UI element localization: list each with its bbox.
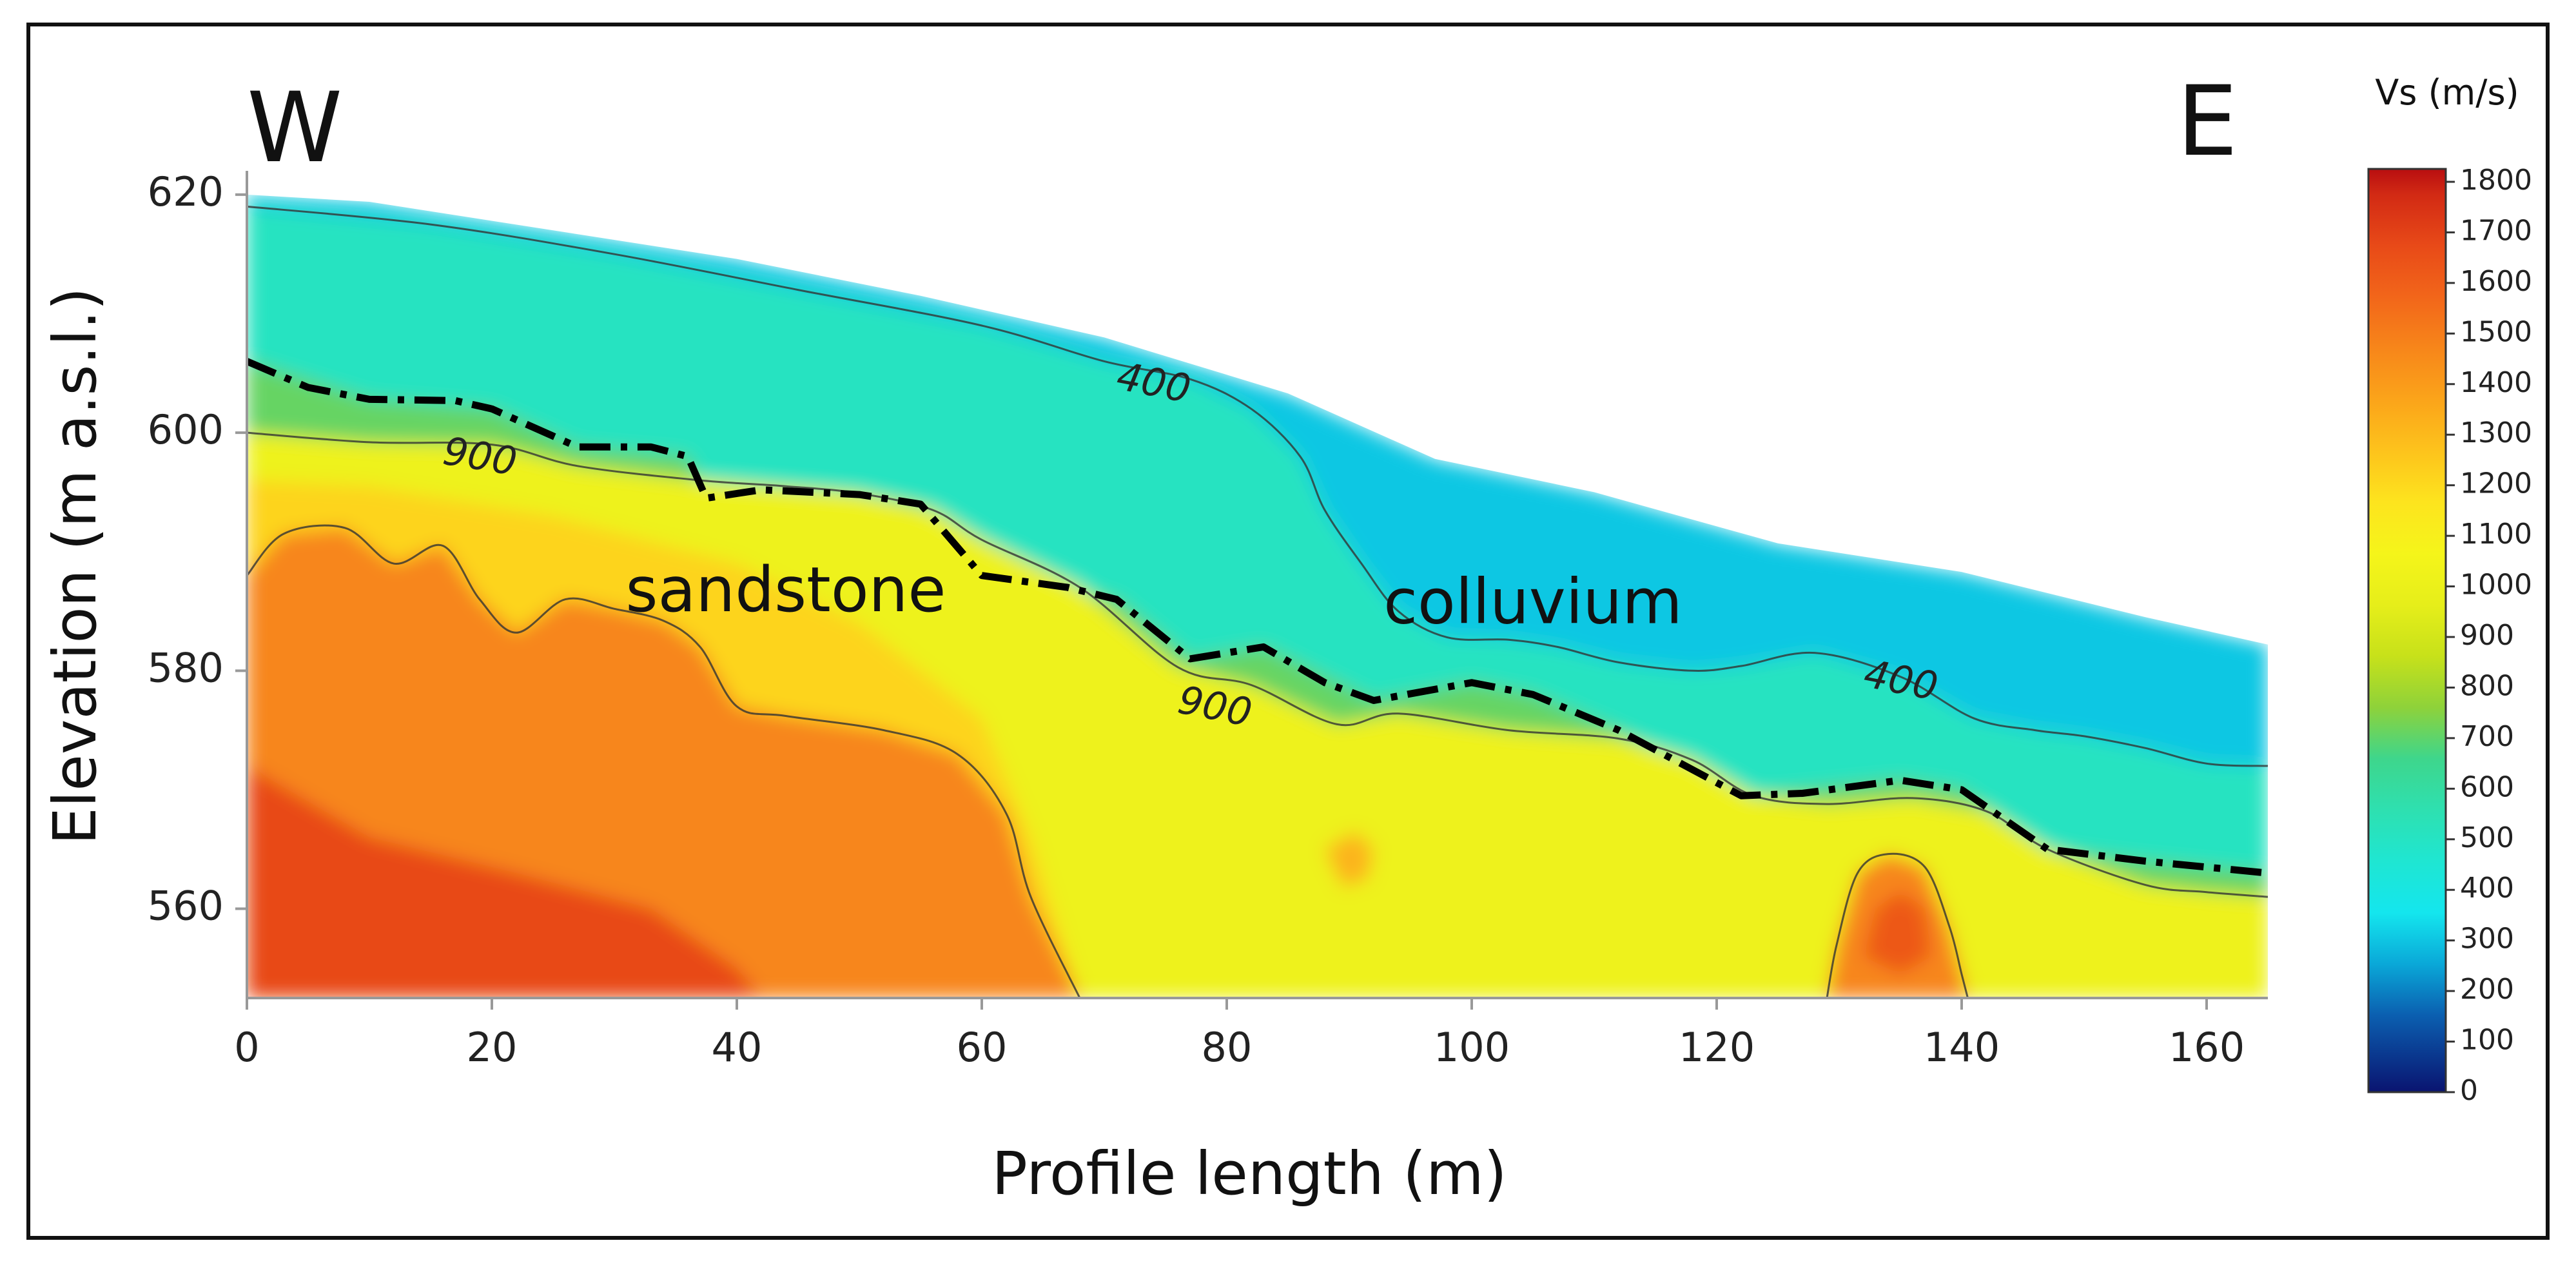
colorbar-tick-label: 800 <box>2460 669 2514 702</box>
x-tick-label: 80 <box>1202 1024 1253 1071</box>
y-tick-label: 600 <box>148 406 224 453</box>
colorbar-title: Vs (m/s) <box>2375 72 2519 113</box>
colorbar-ramp <box>2367 168 2447 1093</box>
lithologic-interface <box>245 358 2269 877</box>
x-tick-label: 40 <box>712 1024 763 1071</box>
contour-1300 <box>246 524 1081 999</box>
x-tick-label: 100 <box>1434 1024 1510 1071</box>
velocity-zone-deep-red <box>247 766 761 998</box>
colorbar-ticks: 0 100 200 300 400 500 600 700 800 900 1000 1100 1200… <box>2446 164 2532 1107</box>
x-ticks: 0 20 40 60 80 100 120 140 160 <box>234 998 2245 1071</box>
axes <box>246 171 2268 999</box>
colorbar-tick-label: 100 <box>2460 1024 2514 1057</box>
contour-1300 <box>1826 852 1969 999</box>
y-tick-label: 560 <box>148 883 224 930</box>
colorbar-tick-label: 1500 <box>2460 315 2532 348</box>
x-tick-label: 60 <box>957 1024 1008 1071</box>
colorbar-tick-label: 0 <box>2460 1074 2478 1107</box>
colorbar-tick-label: 1800 <box>2460 164 2532 197</box>
x-tick-label: 120 <box>1679 1024 1755 1071</box>
y-axis-title: Elevation (m a.s.l.) <box>41 288 110 845</box>
x-axis-title: Profile length (m) <box>991 1139 1507 1208</box>
contour-lines <box>246 205 2269 999</box>
colorbar-tick-label: 400 <box>2460 872 2514 905</box>
colorbar-tick-label: 700 <box>2460 720 2514 753</box>
colorbar-tick-label: 1200 <box>2460 467 2532 500</box>
x-tick-label: 20 <box>467 1024 518 1071</box>
x-tick-label: 0 <box>234 1024 259 1071</box>
contour-400 <box>246 205 2269 767</box>
colorbar-tick-label: 1600 <box>2460 265 2532 298</box>
y-ticks: 560 580 600 620 <box>148 168 247 930</box>
x-tick-label: 160 <box>2169 1024 2245 1071</box>
colorbar-tick-label: 900 <box>2460 619 2514 652</box>
colorbar-tick-label: 1300 <box>2460 416 2532 449</box>
velocity-zone-anomaly-90-blob <box>1325 831 1374 888</box>
contour-900 <box>246 431 2269 898</box>
interface-line <box>245 358 2269 877</box>
unit-labels: sandstone colluvium <box>626 554 1683 638</box>
y-tick-label: 580 <box>148 644 224 691</box>
colorbar-tick-label: 1400 <box>2460 366 2532 399</box>
y-tick-label: 620 <box>148 168 224 215</box>
colorbar-tick-label: 1700 <box>2460 214 2532 247</box>
unit-label-colluvium: colluvium <box>1383 565 1683 638</box>
unit-label-sandstone: sandstone <box>626 554 946 626</box>
colorbar: Vs (m/s) 0 100 200 300 400 500 600 700 800 900 100… <box>2367 72 2532 1107</box>
colorbar-tick-label: 500 <box>2460 821 2514 854</box>
velocity-field <box>247 194 2268 998</box>
velocity-zone-anomaly-east-core <box>1864 890 1931 975</box>
colorbar-tick-label: 600 <box>2460 770 2514 803</box>
x-tick-label: 140 <box>1924 1024 2000 1071</box>
colorbar-tick-label: 1000 <box>2460 569 2532 602</box>
colorbar-tick-label: 300 <box>2460 923 2514 955</box>
orientation-west: W <box>247 72 342 184</box>
colorbar-tick-label: 200 <box>2460 973 2514 1006</box>
orientation-east: E <box>2177 66 2238 178</box>
colorbar-tick-label: 1100 <box>2460 518 2532 551</box>
